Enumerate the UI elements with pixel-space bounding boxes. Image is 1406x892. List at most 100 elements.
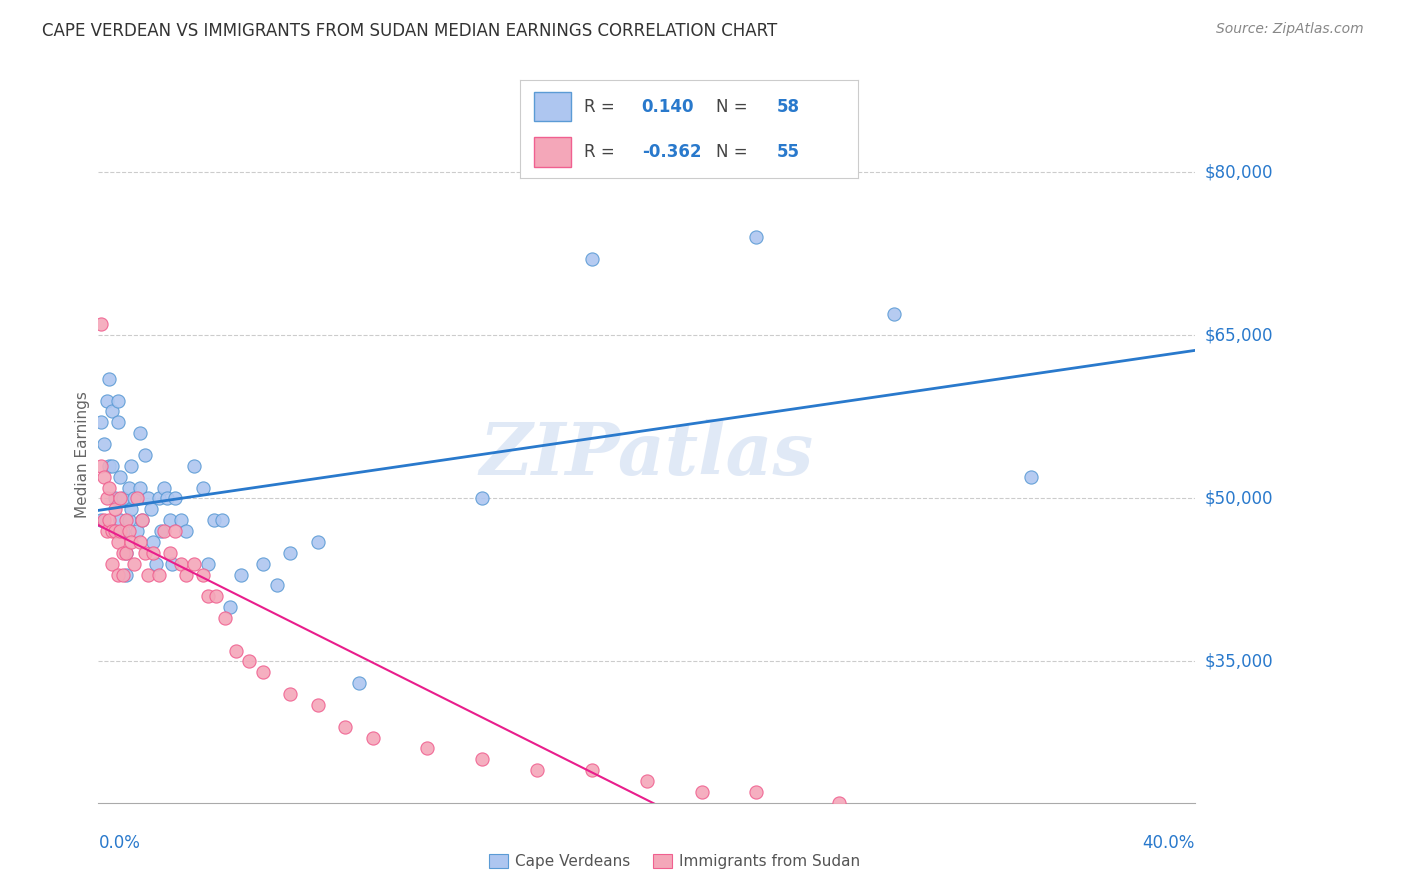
Point (128, 426, 150, 441)
Point (110, 524, 132, 538)
Point (150, 524, 173, 538)
Point (347, 676, 370, 690)
Point (174, 524, 197, 538)
Point (104, 524, 127, 538)
Point (90, 318, 112, 332)
Point (107, 415, 129, 429)
Text: R =: R = (585, 98, 620, 116)
Point (117, 481, 139, 495)
Text: 55: 55 (776, 143, 800, 161)
Point (125, 524, 148, 538)
Point (148, 491, 170, 506)
Text: ZIPatlas: ZIPatlas (479, 419, 814, 491)
Point (93, 437, 115, 451)
Point (471, 491, 494, 506)
Text: $35,000: $35,000 (1205, 652, 1274, 671)
Point (174, 567, 197, 582)
Point (162, 557, 184, 571)
Point (90, 513, 112, 527)
Point (125, 491, 148, 506)
Text: 0.0%: 0.0% (98, 834, 141, 852)
Point (110, 469, 132, 483)
Point (96, 491, 118, 506)
Point (115, 567, 138, 582)
Point (104, 524, 127, 538)
Point (134, 448, 156, 462)
Point (1019, 469, 1042, 483)
Point (202, 513, 225, 527)
Point (170, 557, 193, 571)
Point (745, 785, 768, 799)
Point (159, 513, 181, 527)
Point (139, 502, 162, 516)
Point (115, 513, 138, 527)
Point (197, 557, 219, 571)
Point (225, 643, 247, 657)
Point (636, 774, 658, 789)
Point (90, 458, 112, 473)
FancyBboxPatch shape (534, 137, 571, 167)
Point (104, 502, 127, 516)
Point (101, 404, 124, 418)
Point (361, 731, 384, 745)
FancyBboxPatch shape (534, 92, 571, 121)
Point (136, 491, 159, 506)
Point (134, 546, 156, 560)
Y-axis label: Median Earnings: Median Earnings (75, 392, 90, 518)
Point (214, 611, 236, 625)
Point (165, 491, 187, 506)
Point (96, 524, 118, 538)
Text: R =: R = (585, 143, 620, 161)
Point (122, 557, 145, 571)
Point (98, 481, 121, 495)
Text: N =: N = (716, 98, 752, 116)
Point (307, 534, 329, 549)
Point (416, 741, 439, 756)
Point (238, 655, 260, 669)
Point (128, 481, 150, 495)
Point (142, 534, 165, 549)
Point (252, 665, 274, 680)
Point (690, 785, 713, 799)
Point (117, 513, 139, 527)
Legend: Cape Verdeans, Immigrants from Sudan: Cape Verdeans, Immigrants from Sudan (484, 848, 866, 875)
Point (104, 491, 127, 506)
Point (883, 307, 905, 321)
Point (90, 415, 112, 429)
Point (142, 546, 165, 560)
Point (159, 546, 181, 560)
Point (252, 557, 274, 571)
Text: 0.140: 0.140 (641, 98, 695, 116)
Point (115, 546, 138, 560)
Point (280, 687, 302, 701)
Point (98, 513, 121, 527)
Point (107, 534, 129, 549)
Point (156, 491, 179, 506)
Text: CAPE VERDEAN VS IMMIGRANTS FROM SUDAN MEDIAN EARNINGS CORRELATION CHART: CAPE VERDEAN VS IMMIGRANTS FROM SUDAN ME… (42, 22, 778, 40)
Point (191, 481, 214, 495)
Point (112, 524, 135, 538)
Point (93, 513, 115, 527)
Point (112, 546, 135, 560)
Point (526, 763, 548, 777)
Point (191, 567, 214, 582)
Text: $80,000: $80,000 (1205, 163, 1274, 181)
Point (183, 458, 205, 473)
Text: Source: ZipAtlas.com: Source: ZipAtlas.com (1216, 22, 1364, 37)
Point (335, 720, 357, 734)
Point (98, 372, 121, 386)
Point (219, 600, 242, 615)
Point (101, 458, 124, 473)
Text: 40.0%: 40.0% (1143, 834, 1195, 852)
Point (110, 491, 132, 506)
Text: N =: N = (716, 143, 752, 161)
Point (131, 513, 153, 527)
Text: 58: 58 (776, 98, 800, 116)
Point (101, 524, 124, 538)
Point (145, 557, 167, 571)
Point (266, 578, 288, 592)
Point (153, 524, 176, 538)
Point (107, 567, 129, 582)
Point (205, 589, 228, 603)
Point (110, 513, 132, 527)
